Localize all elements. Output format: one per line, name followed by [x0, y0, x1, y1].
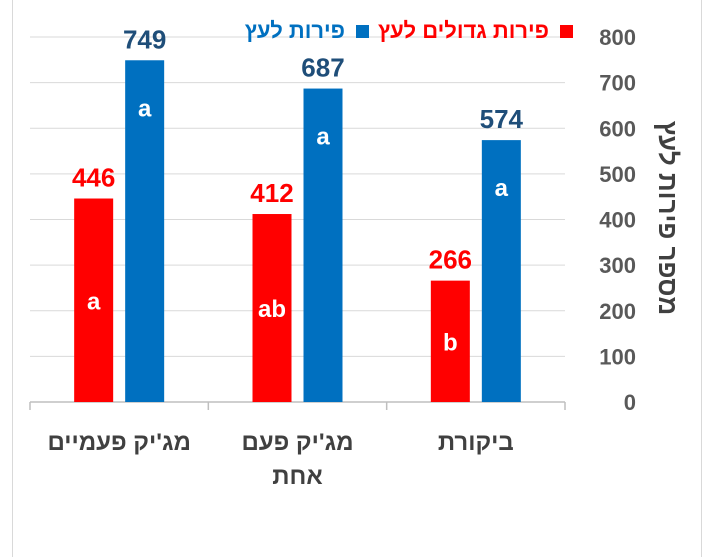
bar	[125, 60, 165, 403]
significance-letter: ab	[258, 296, 286, 323]
category-label: ביקורת	[438, 429, 514, 456]
significance-letter: a	[87, 288, 101, 315]
y-tick-label: 800	[599, 25, 636, 50]
bar-value-label: 749	[123, 24, 166, 54]
category-label: אחת	[272, 463, 322, 490]
category-label: מג'יק פעמיים	[47, 429, 190, 456]
legend-label: פירות גדולים לעץ	[378, 18, 549, 43]
y-tick-label: 700	[599, 71, 636, 96]
bar	[430, 280, 470, 402]
bar	[303, 88, 343, 403]
y-tick-label: 0	[624, 390, 636, 415]
chart-frame	[12, 0, 702, 557]
gridlines	[30, 36, 565, 357]
significance-letter: a	[138, 95, 152, 122]
bar	[481, 140, 521, 403]
legend-swatch	[356, 25, 369, 38]
bar-value-label: 687	[301, 53, 344, 83]
significance-letter: b	[443, 329, 458, 356]
category-label: מג'יק פעם	[242, 429, 354, 456]
legend-label: פירות לעץ	[245, 18, 345, 43]
legend: פירות גדולים לעץ פירות לעץ	[245, 18, 573, 43]
y-tick-label: 400	[599, 208, 636, 233]
x-axis	[29, 401, 566, 410]
y-tick-label: 500	[599, 162, 636, 187]
bars: 446 a 749 a 412 ab 687 a 266 b 574 a	[72, 24, 524, 403]
bar-value-label: 412	[250, 178, 293, 208]
y-axis-ticks: 0 100 200 300 400 500 600 700 800	[599, 25, 636, 415]
significance-letter: a	[316, 124, 330, 151]
bar-value-label: 266	[429, 245, 472, 275]
y-tick-label: 200	[599, 299, 636, 324]
category-labels: מג'יק פעמיים מג'יק פעם אחת ביקורת	[47, 429, 513, 490]
y-tick-label: 100	[599, 344, 636, 369]
y-tick-label: 300	[599, 253, 636, 278]
bar-value-label: 446	[72, 163, 115, 193]
y-axis-title: מספר פירות לעץ	[653, 121, 683, 315]
legend-swatch	[560, 25, 573, 38]
significance-letter: a	[495, 175, 509, 202]
bar	[74, 198, 114, 402]
bar	[252, 214, 292, 402]
bar-value-label: 574	[480, 104, 524, 134]
y-tick-label: 600	[599, 116, 636, 141]
